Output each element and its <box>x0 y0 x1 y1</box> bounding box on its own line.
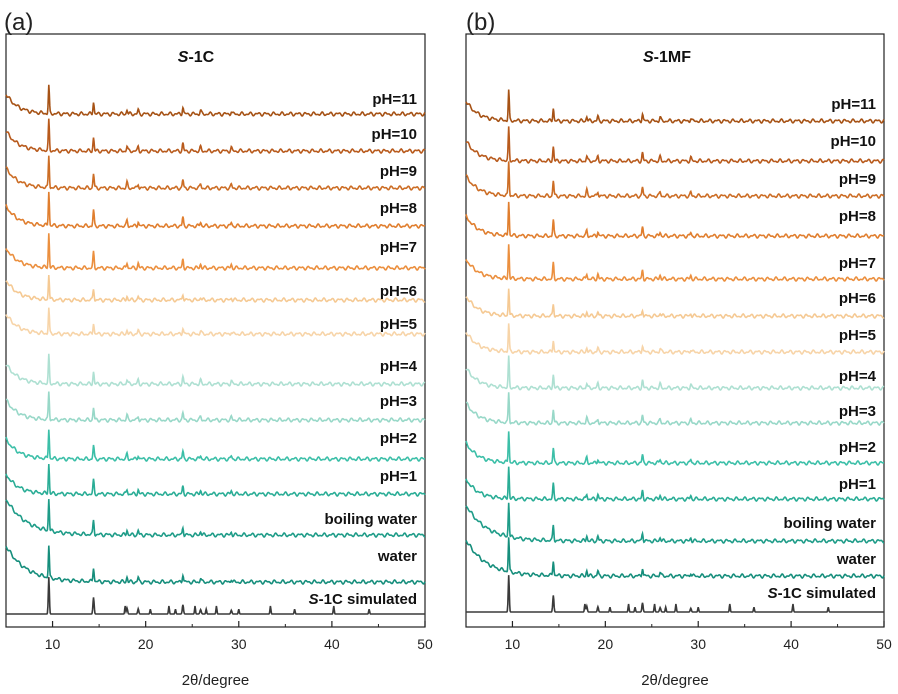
series-line <box>465 161 885 199</box>
series-line <box>465 244 885 282</box>
series-line <box>5 233 426 271</box>
series-label: pH=5 <box>839 327 876 344</box>
series-line <box>5 463 426 497</box>
plot-frame <box>465 33 885 628</box>
plot-frame <box>5 33 426 628</box>
series-line <box>5 84 426 117</box>
series-label: pH=10 <box>831 133 876 150</box>
series-line <box>465 288 885 319</box>
x-axis-label: 2θ/degree <box>182 672 250 689</box>
panel-title: S-1MF <box>643 49 691 66</box>
x-tick-label: 20 <box>138 636 154 652</box>
series-line <box>465 431 884 466</box>
series-label: pH=11 <box>372 91 417 108</box>
x-tick-label: 50 <box>876 636 892 652</box>
x-tick-label: 10 <box>505 636 521 652</box>
series-line <box>6 577 425 615</box>
panel-b: (b) S-1MF 10 20 30 40 50 2θ/degree pH=11 pH=10 pH=… <box>465 9 892 689</box>
x-tick-label: 30 <box>690 636 706 652</box>
series-label: pH=1 <box>380 468 417 485</box>
series-label: pH=4 <box>839 368 877 385</box>
series-line <box>5 391 426 423</box>
series-label: S-1C simulated <box>768 585 876 602</box>
series-label: pH=2 <box>839 439 876 456</box>
panel-label: (b) <box>466 9 495 36</box>
series-line <box>465 201 885 239</box>
series-label: pH=7 <box>839 255 876 272</box>
series-line <box>5 118 426 154</box>
x-axis-label: 2θ/degree <box>641 672 709 689</box>
series-line <box>465 466 885 502</box>
series-line <box>465 126 885 164</box>
series-line <box>466 575 884 613</box>
panel-title: S-1C <box>178 49 215 66</box>
series-label: pH=3 <box>839 403 876 420</box>
series-line <box>465 392 885 426</box>
series-line <box>5 429 425 462</box>
series-label: pH=10 <box>372 126 417 143</box>
series-label: pH=6 <box>839 290 876 307</box>
series-label: water <box>377 548 417 565</box>
series-line <box>5 155 426 191</box>
x-tick-label: 10 <box>45 636 61 652</box>
series-line <box>465 537 885 579</box>
series-label: pH=5 <box>380 316 417 333</box>
series-label: boiling water <box>324 511 417 528</box>
series-line <box>5 353 426 387</box>
series-label: pH=8 <box>839 208 876 225</box>
series-label: pH=11 <box>831 96 876 113</box>
series-label: pH=3 <box>380 393 417 410</box>
series-label: pH=4 <box>380 358 418 375</box>
series-line <box>465 89 885 124</box>
series-label: pH=6 <box>380 283 417 300</box>
series-label: water <box>836 551 876 568</box>
series-label: pH=9 <box>380 163 417 180</box>
x-tick-label: 50 <box>417 636 433 652</box>
series-label: pH=1 <box>839 476 876 493</box>
series-line <box>465 502 885 544</box>
x-tick-label: 20 <box>598 636 614 652</box>
series-line <box>5 191 426 229</box>
series-label: pH=7 <box>380 239 417 256</box>
series-label: pH=9 <box>839 171 876 188</box>
series-line <box>5 274 426 303</box>
series-label: pH=2 <box>380 430 417 447</box>
series-line <box>5 499 426 538</box>
series-label: S-1C simulated <box>309 591 417 608</box>
panel-a: (a) S-1C 10 20 30 40 50 2θ/degree pH=11 pH=10 pH=9… <box>4 9 433 689</box>
x-tick-label: 40 <box>783 636 799 652</box>
series-line <box>465 323 885 355</box>
series-line <box>5 545 426 585</box>
x-tick-label: 40 <box>324 636 340 652</box>
panel-label: (a) <box>4 9 33 36</box>
series-label: boiling water <box>783 515 876 532</box>
series-line <box>5 307 426 337</box>
series-label: pH=8 <box>380 200 417 217</box>
x-tick-label: 30 <box>231 636 247 652</box>
series-line <box>465 355 885 391</box>
